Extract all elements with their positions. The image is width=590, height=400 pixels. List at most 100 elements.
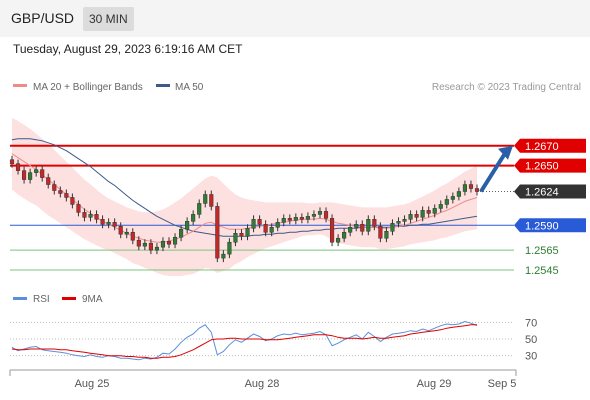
price-tag-1.2565: 1.2565 [525, 245, 559, 257]
candle-body [88, 214, 93, 218]
candle-body [197, 203, 202, 215]
candle-body [402, 219, 407, 222]
candle-body [239, 232, 244, 237]
candle-body [82, 212, 87, 218]
price-tag-1.2670: 1.2670 [525, 141, 559, 153]
candles-group [9, 155, 480, 263]
candle-body [15, 163, 21, 171]
candle-body [22, 170, 27, 180]
rsi-tick-label: 70 [525, 317, 537, 329]
candle-body [336, 237, 341, 243]
price-tag-bg-1.2670 [514, 138, 586, 153]
candle-body [330, 218, 335, 243]
price-tag-1.2590: 1.2590 [525, 220, 559, 232]
copyright-text: Research © 2023 Trading Central [432, 82, 581, 93]
legend-group: MA 20 + Bollinger Bands MA 50 Research ©… [13, 82, 581, 305]
candle-body [64, 193, 69, 198]
candle-body [209, 194, 214, 207]
candle-body [468, 184, 474, 189]
candle-body [94, 214, 99, 220]
price-tag-1.2650: 1.2650 [525, 161, 559, 173]
candle-body [221, 253, 226, 259]
candle-body [166, 240, 172, 245]
candle-body [299, 217, 304, 220]
candle-body [420, 210, 425, 218]
candle-body [227, 241, 232, 255]
rsi-panel-group: 70 50 30 [10, 317, 537, 363]
forecast-arrow-group [479, 145, 513, 193]
symbol-title: GBP/USD [11, 10, 75, 26]
candle-body [281, 218, 286, 223]
candle-body [287, 218, 292, 221]
ma50-legend-label: MA 50 [175, 82, 204, 93]
candle-body [305, 216, 310, 220]
rsi-tick-label: 50 [525, 334, 537, 346]
candle-body [360, 224, 365, 232]
bollinger-band-fill [12, 117, 477, 276]
forecast-arrow-head [498, 145, 513, 160]
x-tick-label: Sep 5 [488, 378, 517, 390]
candle-body [154, 246, 159, 251]
candle-body [251, 219, 256, 229]
rsi-legend-label: RSI [33, 294, 50, 305]
candle-body [317, 211, 323, 215]
candle-body [269, 227, 274, 233]
candle-body [293, 217, 298, 221]
candle-body [342, 232, 347, 239]
candle-body [378, 226, 383, 239]
candle-body [34, 169, 39, 173]
x-axis-group: Aug 25 Aug 28 Aug 29 Sep 5 [9, 369, 517, 390]
rsi-tick-label: 30 [525, 351, 537, 363]
candle-body [28, 172, 33, 180]
chart-datetime: Tuesday, August 29, 2023 6:19:16 AM CET [13, 42, 243, 56]
candle-body [456, 191, 461, 197]
candle-body [58, 190, 63, 194]
candle-body [112, 222, 117, 227]
candle-body [257, 219, 262, 225]
ma20-legend-label: MA 20 + Bollinger Bands [33, 82, 143, 93]
price-tag-1.2545: 1.2545 [525, 265, 559, 277]
candle-body [354, 224, 359, 228]
candle-body [311, 214, 317, 217]
candle-body [384, 231, 389, 239]
candle-body [76, 204, 81, 213]
candle-body [46, 177, 51, 185]
price-tag-bg-1.2624 [514, 184, 586, 199]
price-tag-1.2624: 1.2624 [525, 186, 559, 198]
candle-body [462, 184, 467, 192]
candle-body [160, 240, 166, 248]
candle-body [390, 223, 395, 232]
candle-body [408, 214, 413, 220]
candle-body [474, 188, 480, 192]
moving-averages-group [11, 138, 478, 243]
candle-body [263, 224, 268, 233]
rsi-ma-legend-swatch [62, 297, 76, 300]
price-tag-bg-1.2650 [514, 158, 586, 173]
ma20-line [11, 153, 478, 243]
candle-body [148, 242, 153, 251]
ma50-legend-swatch [156, 84, 170, 87]
candle-body [438, 204, 443, 209]
candle-body [106, 222, 111, 225]
rsi-ma-legend-label: 9MA [82, 294, 103, 305]
candle-body [172, 236, 178, 245]
candle-body [414, 214, 419, 218]
candle-body [215, 206, 220, 259]
price-tags-group: 1.2670 1.2650 1.2624 1.2590 1.2565 1.2545 [514, 138, 586, 277]
candle-body [372, 219, 377, 227]
candle-body [245, 228, 250, 237]
candle-body [185, 221, 190, 230]
candle-body [203, 194, 208, 204]
candle-body [444, 199, 449, 205]
candle-body [450, 196, 455, 200]
x-tick-label: Aug 25 [75, 378, 110, 390]
candle-body [191, 214, 196, 222]
candle-body [118, 226, 123, 235]
rsi-ma-line [11, 324, 477, 359]
candle-body [348, 227, 353, 233]
x-tick-label: Aug 29 [417, 378, 452, 390]
candle-body [52, 184, 57, 191]
candle-body [323, 211, 329, 219]
timeframe-badge[interactable]: 30 MIN [83, 7, 134, 31]
